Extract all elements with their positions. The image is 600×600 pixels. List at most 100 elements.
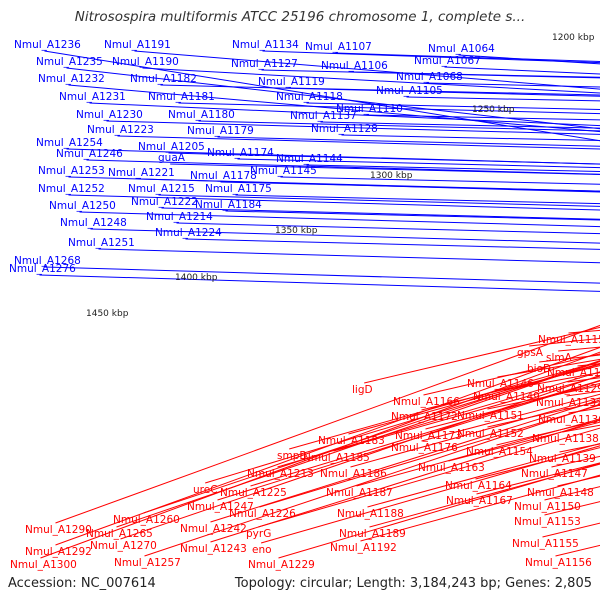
reverse-gene-label: smpB (277, 450, 307, 462)
gene-leader-line (98, 248, 600, 264)
forward-gene-label: Nmul_A1175 (205, 183, 272, 195)
reverse-gene-label: Nmul_A1150 (514, 501, 581, 513)
gene-leader-line (89, 102, 600, 127)
forward-gene-label: Nmul_A1128 (311, 123, 378, 135)
reverse-gene-label: Nmul_A1257 (114, 557, 181, 569)
forward-gene-label: Nmul_A1127 (231, 58, 298, 70)
gene-leader-line (423, 353, 600, 396)
gene-leader-line (55, 346, 600, 546)
gene-leader-line (351, 71, 600, 78)
gene-leader-line (90, 228, 600, 244)
reverse-gene-label: Nmul_A1139 (529, 453, 596, 465)
gene-leader-line (134, 50, 600, 90)
reverse-gene-label: Nmul_A1188 (337, 508, 404, 520)
forward-gene-label: Nmul_A1252 (38, 183, 105, 195)
gene-leader-line (306, 102, 600, 110)
gene-leader-line (198, 120, 600, 132)
forward-gene-label: Nmul_A1246 (56, 148, 123, 160)
gene-leader-line (178, 102, 600, 115)
forward-gene-label: Nmul_A1064 (428, 43, 495, 55)
reverse-gene-label: Nmul_A1300 (10, 559, 77, 571)
reverse-gene-label: Nmul_A1156 (525, 557, 592, 569)
accession-text: Accession: NC_007614 (8, 576, 156, 591)
gene-leader-line (66, 67, 600, 130)
gene-leader-line (237, 158, 600, 169)
reverse-gene-label: Nmul_A1154 (466, 446, 533, 458)
forward-gene-label: Nmul_A1184 (195, 199, 262, 211)
gene-leader-line (217, 136, 600, 147)
reverse-gene-label: Nmul_A1183 (318, 435, 385, 447)
forward-gene-label: Nmul_A1276 (9, 263, 76, 275)
gene-leader-line (406, 96, 600, 102)
gene-leader-line (79, 211, 600, 228)
reverse-gene-label: Nmul_A1243 (180, 543, 247, 555)
gene-leader-line (170, 163, 600, 175)
gene-leader-line (55, 324, 600, 524)
reverse-gene-label: Nmul_A1226 (229, 508, 296, 520)
forward-gene-label: Nmul_A1191 (104, 39, 171, 51)
topology-summary: Topology: circular; Length: 3,184,243 bp… (234, 576, 592, 591)
reverse-gene-label: Nmul_A1186 (320, 468, 387, 480)
forward-gene-label: Nmul_A1221 (108, 167, 175, 179)
gene-leader-line (320, 121, 600, 129)
reverse-gene-label: Nmul_A1149 (473, 391, 540, 403)
reverse-gene-label: Nmul_A1242 (180, 523, 247, 535)
gene-leader-line (366, 114, 600, 121)
forward-gene-label: Nmul_A1235 (36, 56, 103, 68)
forward-gene-label: Nmul_A1205 (138, 141, 205, 153)
gene-leader-line (350, 397, 600, 468)
gene-leader-line (143, 360, 600, 514)
forward-gene-label: Nmul_A1174 (207, 147, 274, 159)
forward-gene-label: Nmul_A1107 (305, 41, 372, 53)
gene-leader-line (144, 403, 600, 557)
gene-leader-line (280, 176, 600, 185)
gene-leader-line (425, 382, 600, 430)
gene-leader-line (421, 393, 600, 442)
reverse-gene-label: Nmul_A1229 (248, 559, 315, 571)
gene-leader-line (306, 164, 600, 172)
gene-leader-line (158, 194, 600, 207)
reverse-gene-label: gpsA (517, 347, 544, 359)
forward-gene-label: Nmul_A1222 (131, 196, 198, 208)
reverse-gene-label: ligD (352, 384, 373, 396)
gene-leader-line (367, 442, 600, 508)
gene-leader-line (68, 194, 600, 211)
reverse-gene-label: Nmul_A1192 (330, 542, 397, 554)
forward-gene-label: Nmul_A1268 (14, 255, 81, 267)
forward-gene-label: Nmul_A1236 (14, 39, 81, 51)
reverse-gene-label: Nmul_A1152 (457, 428, 524, 440)
forward-gene-label: Nmul_A1182 (130, 73, 197, 85)
gene-leader-line (335, 52, 600, 63)
forward-gene-label: Nmul_A1231 (59, 91, 126, 103)
reverse-gene-label: Nmul_A1292 (25, 546, 92, 558)
forward-gene-label: Nmul_A1230 (76, 109, 143, 121)
forward-gene-label: Nmul_A1134 (232, 39, 299, 51)
reverse-gene-label: Nmul_A1146 (467, 378, 534, 390)
gene-leader-line (220, 181, 600, 192)
gene-leader-line (259, 404, 600, 508)
forward-gene-label: Nmul_A1250 (49, 200, 116, 212)
gene-leader-line (289, 360, 600, 450)
gene-leader-line (421, 365, 600, 411)
tick-label: 1450 kbp (86, 309, 129, 319)
forward-gene-label: Nmul_A1178 (190, 170, 257, 182)
reverse-gene-label: Nmul_A1260 (113, 514, 180, 526)
gene-leader-line (40, 351, 600, 559)
label-leader-lines (39, 50, 600, 559)
reverse-gene-label: Nmul_A1172 (391, 411, 458, 423)
reverse-gene-label: slmA (546, 352, 573, 364)
gene-leader-line (551, 455, 600, 468)
forward-gene-label: Nmul_A1214 (146, 211, 213, 223)
gene-leader-line (44, 266, 600, 284)
gene-leader-line (225, 210, 600, 221)
reverse-gene-label: Nmul_A1189 (339, 528, 406, 540)
kbp-ticks: 1200 kbp 1250 kbp 1300 kbp 1350 kbp 1400 kbp… (86, 33, 595, 319)
gene-leader-line (356, 418, 600, 487)
map-title: Nitrosospira multiformis ATCC 25196 chro… (74, 9, 526, 25)
reverse-gene-label: Nmul_A1138 (532, 433, 599, 445)
gene-leader-line (369, 463, 600, 528)
reverse-gene-label: Nmul_A1148 (527, 487, 594, 499)
forward-gene-label: Nmul_A1145 (250, 165, 317, 177)
